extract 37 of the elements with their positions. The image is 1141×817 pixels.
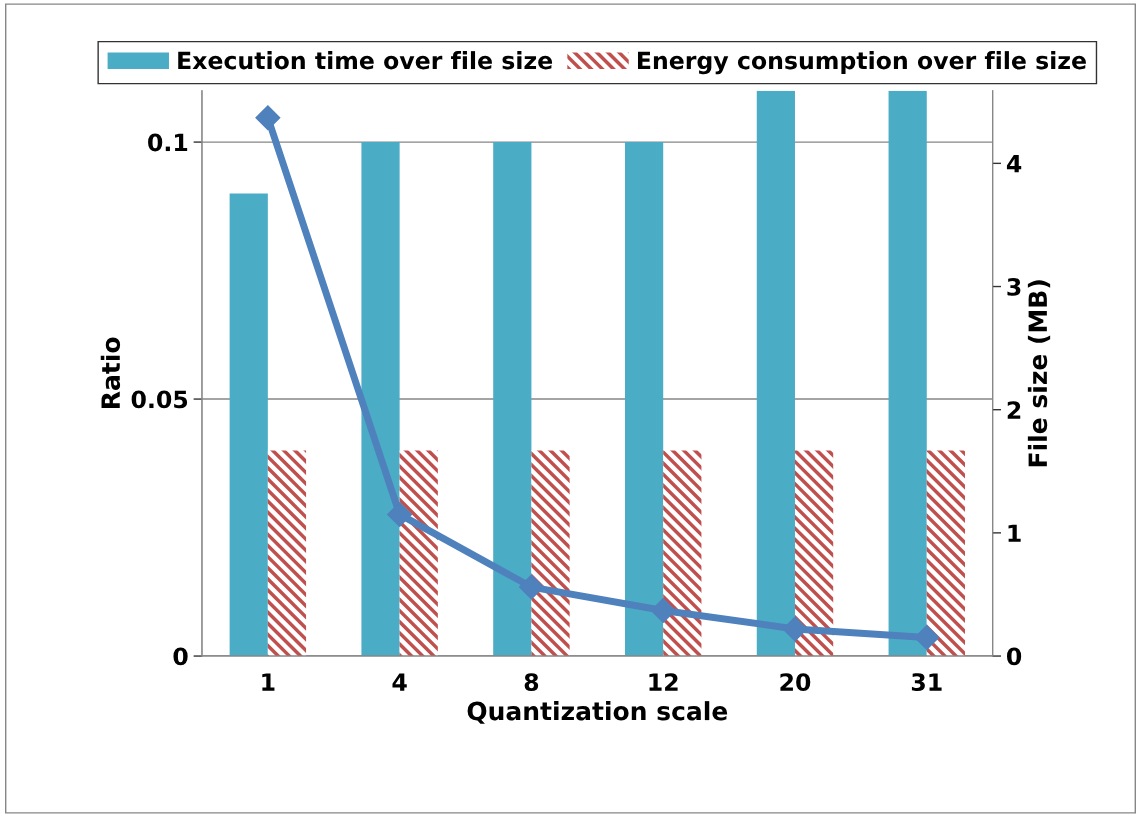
y-tick-label: 0.05	[131, 390, 188, 409]
point	[782, 616, 808, 642]
legend-label: Execution time over file size	[178, 51, 553, 70]
y2-tick-label: 1	[1008, 524, 1021, 542]
x-tick-label: 12	[649, 673, 678, 691]
y-tick-label: 0	[173, 647, 188, 666]
y2-tick-label: 3	[1007, 277, 1021, 296]
x-tick-label: 20	[780, 673, 811, 691]
y2-tick-label: 0	[1006, 647, 1022, 666]
x-axis-title: Quantization scale	[467, 701, 728, 724]
bar	[267, 450, 307, 657]
bar	[756, 90, 795, 657]
y2-tick-label: 4	[1006, 155, 1022, 173]
x-tick-label: 8	[524, 673, 539, 691]
bar	[531, 450, 570, 657]
bar	[926, 450, 965, 657]
bar	[663, 450, 702, 657]
bar	[229, 193, 268, 657]
bar	[493, 142, 532, 657]
point	[255, 105, 281, 131]
point	[387, 501, 413, 527]
x-tick-label: 1	[262, 673, 275, 691]
point	[518, 574, 544, 600]
bar	[794, 450, 834, 657]
x-tick-label: 31	[911, 673, 942, 691]
bar	[888, 90, 927, 657]
point	[650, 597, 676, 623]
y-axis-title: Ratio	[100, 337, 121, 408]
bar	[361, 142, 400, 657]
y2-axis-title: File size (MB)	[1027, 280, 1051, 467]
legend-label: Energy consumption over file size	[637, 51, 1086, 75]
bar	[399, 450, 438, 657]
y2-tick-label: 2	[1007, 401, 1021, 419]
bar	[624, 142, 664, 657]
point	[914, 625, 940, 651]
x-tick-label: 4	[392, 673, 407, 691]
y-tick-label: 0.1	[148, 133, 188, 152]
